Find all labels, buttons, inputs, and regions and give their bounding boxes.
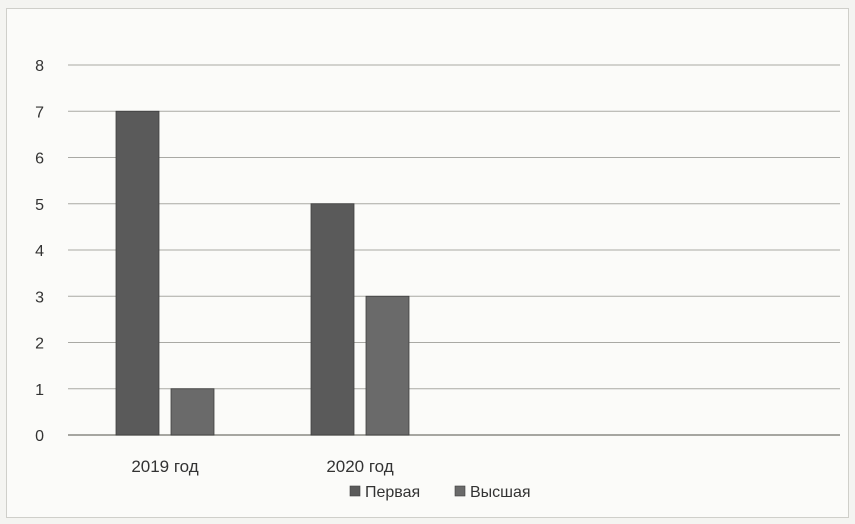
legend: Первая Высшая [349, 484, 531, 501]
bar-vysshaya-1 [170, 388, 215, 436]
legend-swatch [454, 485, 466, 497]
y-tick-label: 6 [35, 151, 44, 168]
y-tick-label: 4 [35, 243, 44, 260]
y-tick-label: 7 [35, 104, 44, 121]
x-category-label: 2020 год [326, 457, 393, 476]
bar-pervaya-2 [310, 203, 355, 436]
legend-swatch [349, 485, 361, 497]
x-axis-category-labels: 2019 год 2020 год [131, 457, 393, 476]
bar-pervaya-1 [115, 110, 160, 436]
legend-label: Высшая [470, 484, 531, 501]
y-tick-label: 8 [35, 58, 44, 75]
bars [115, 110, 410, 436]
gridlines [68, 64, 840, 436]
y-tick-label: 3 [35, 289, 44, 306]
y-axis-tick-labels: 0 1 2 3 4 5 6 7 8 [35, 58, 44, 445]
bar-vysshaya-2 [365, 295, 410, 436]
y-tick-label: 2 [35, 336, 44, 353]
y-tick-label: 5 [35, 197, 44, 214]
y-tick-label: 1 [35, 382, 44, 399]
x-category-label: 2019 год [131, 457, 198, 476]
legend-label: Первая [365, 484, 420, 501]
y-tick-label: 0 [35, 428, 44, 445]
